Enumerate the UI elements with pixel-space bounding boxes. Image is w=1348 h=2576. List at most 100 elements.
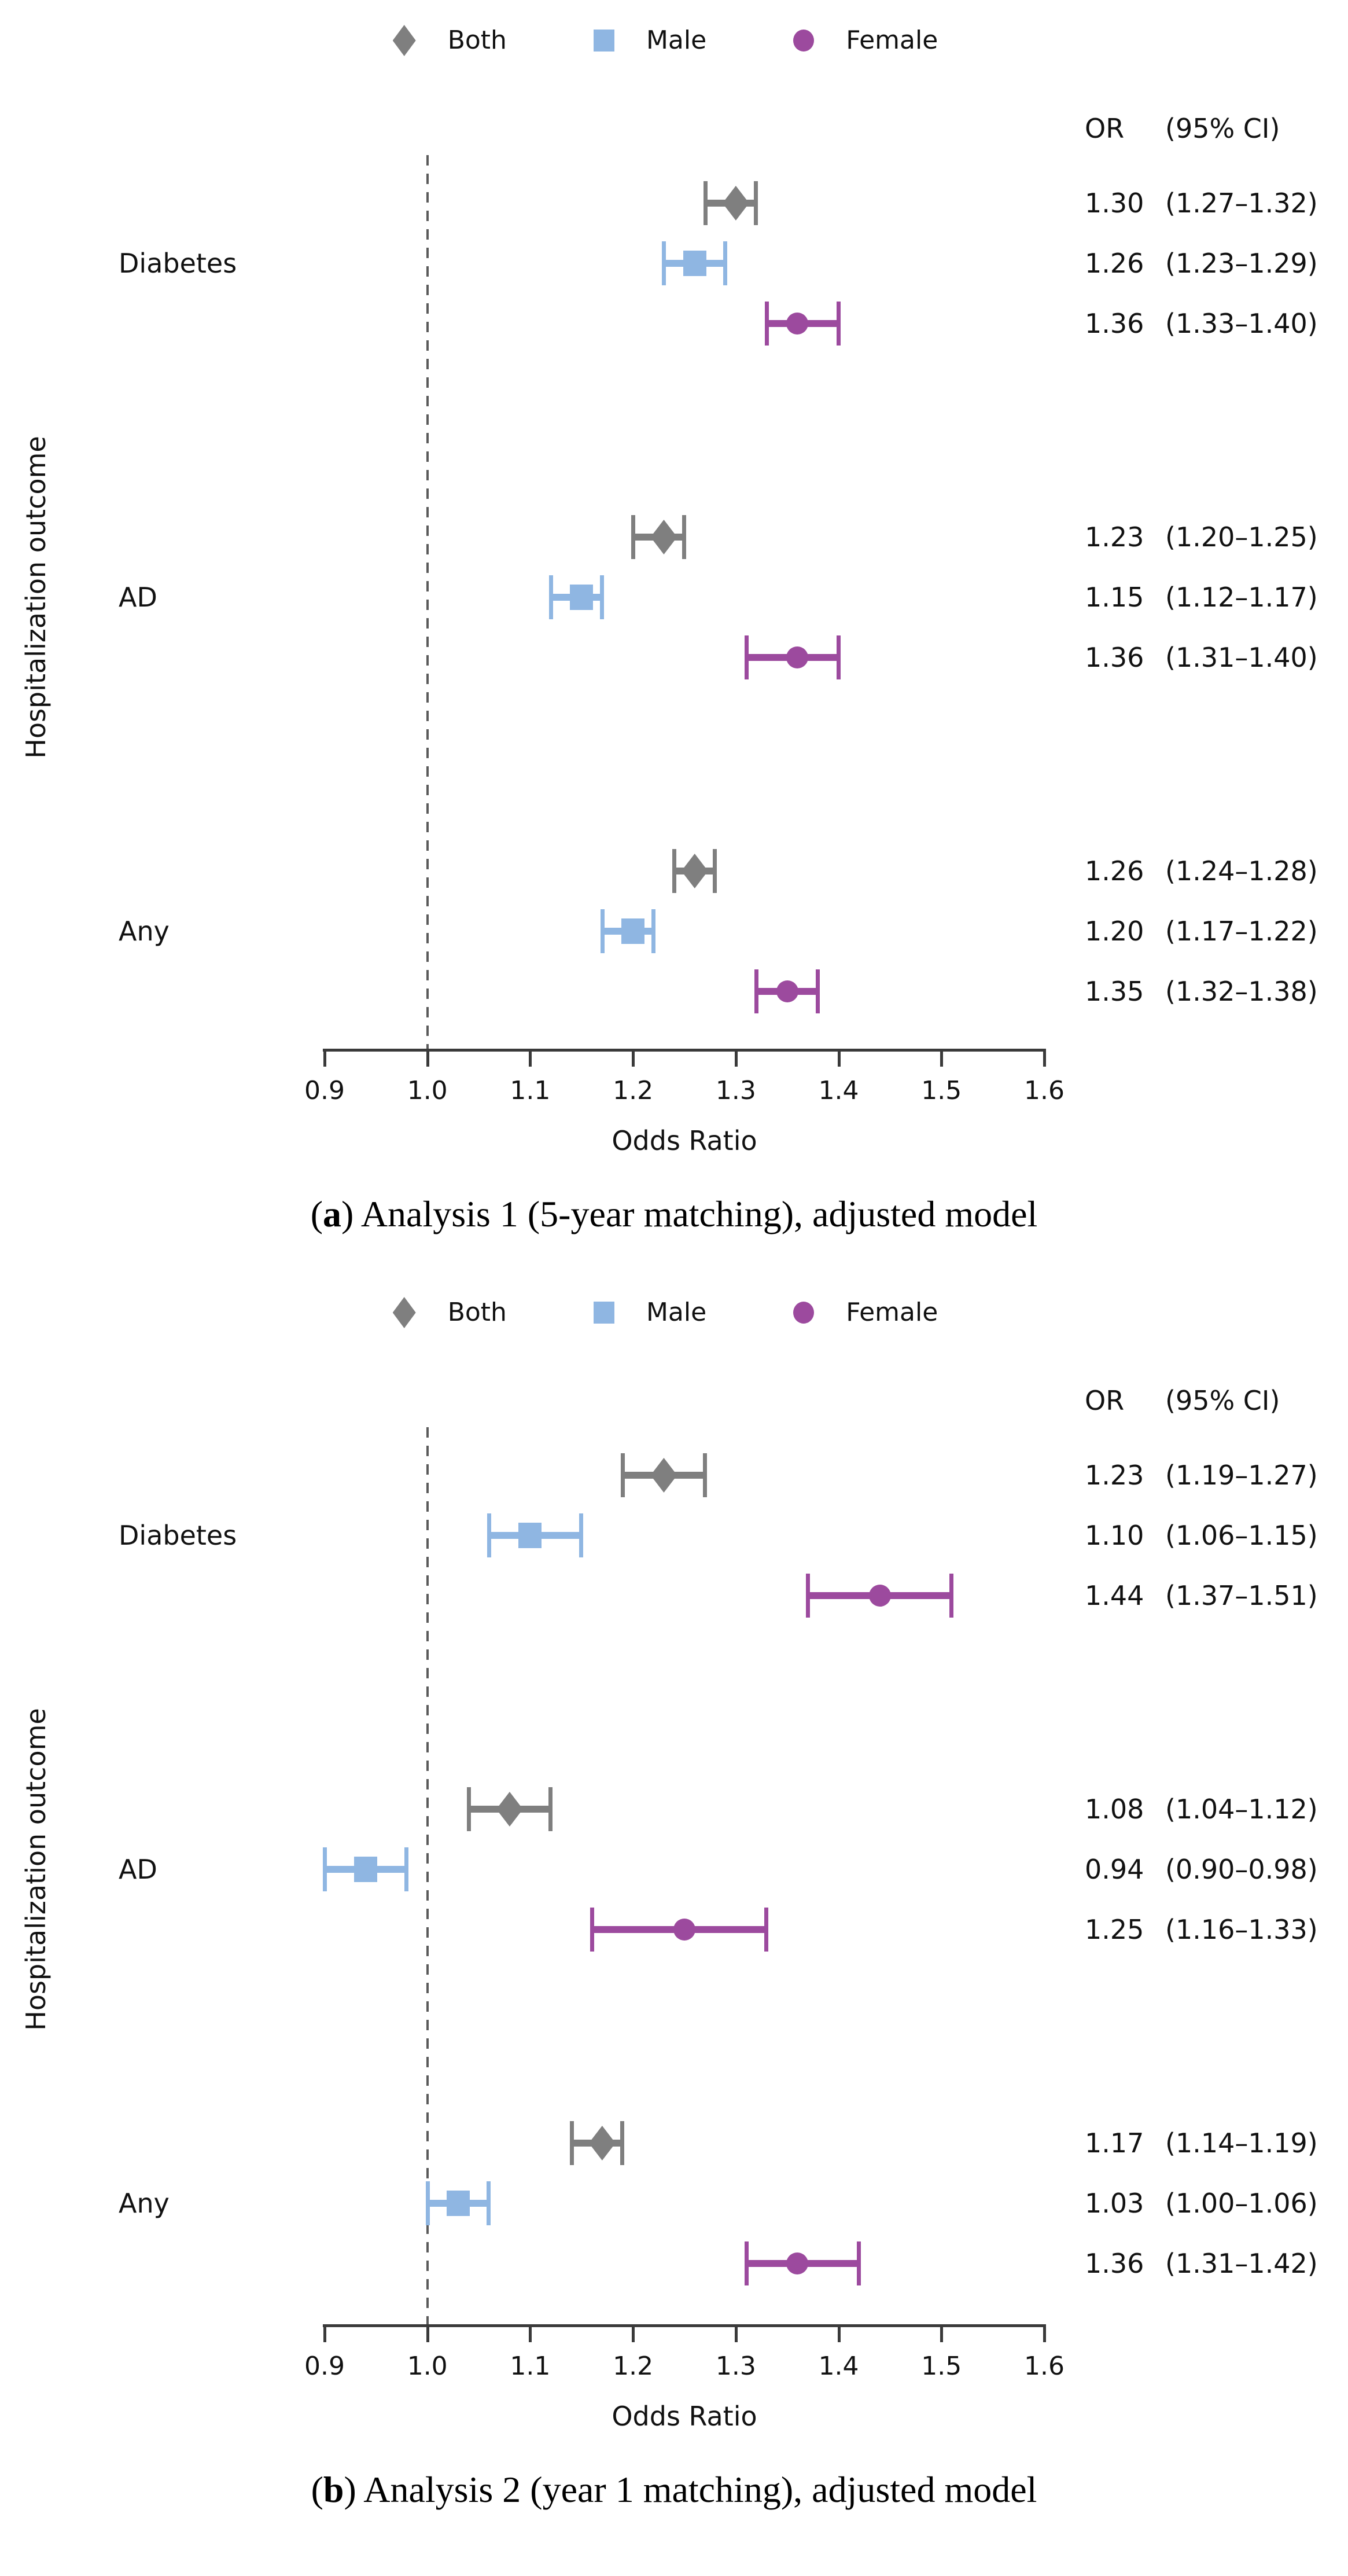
ci-value: (1.17–1.22) (1165, 916, 1318, 947)
category-label: Diabetes (119, 248, 237, 279)
error-bar-cap (836, 302, 841, 346)
axis-tick-label: 1.0 (407, 2351, 448, 2381)
panel-b-caption: (b) Analysis 2 (year 1 matching), adjust… (0, 2467, 1348, 2513)
ci-value: (1.00–1.06) (1165, 2188, 1318, 2219)
or-value: 1.36 (1085, 642, 1144, 673)
marker-both-diamond (650, 520, 677, 554)
error-bar-cap (836, 635, 841, 679)
category-label: AD (119, 582, 157, 613)
column-header-ci: (95% CI) (1165, 113, 1280, 144)
error-bar-cap (569, 2121, 574, 2165)
error-bar-cap (631, 515, 636, 559)
legend-item-female: Female (793, 1295, 938, 1330)
legend-label-male: Male (646, 25, 707, 55)
diamond-swatch-icon (392, 1297, 416, 1328)
error-bar-cap (744, 2241, 749, 2285)
error-bar-cap (682, 515, 686, 559)
marker-male-square (518, 1523, 542, 1548)
error-bar-cap (806, 1574, 811, 1618)
or-value: 1.15 (1085, 582, 1144, 613)
axis-tick-label: 1.2 (613, 2351, 654, 2381)
axis-tick-label: 0.9 (304, 2351, 345, 2381)
marker-male-square (570, 585, 594, 610)
caption-bold-letter: a (323, 1193, 342, 1234)
column-header-or: OR (1085, 1385, 1125, 1416)
ci-value: (1.04–1.12) (1165, 1794, 1318, 1825)
marker-female-circle (776, 980, 798, 1002)
marker-male-square (621, 918, 645, 944)
error-bar-cap (548, 575, 553, 619)
error-bar-cap (590, 1908, 595, 1952)
or-value: 1.23 (1085, 521, 1144, 553)
reference-line (426, 1427, 429, 2327)
circle-swatch-icon (793, 1302, 815, 1324)
axis-tick-label: 1.6 (1024, 1076, 1065, 1105)
circle-swatch-icon (793, 30, 815, 52)
axis-tick-label: 1.5 (921, 2351, 962, 2381)
category-label: AD (119, 1854, 157, 1885)
error-bar-cap (466, 1787, 471, 1831)
or-value: 1.03 (1085, 2188, 1144, 2219)
error-bar-cap (425, 2181, 430, 2225)
or-value: 1.36 (1085, 308, 1144, 339)
or-value: 1.36 (1085, 2248, 1144, 2279)
legend: Both Male Female (231, 23, 1099, 58)
ci-value: (1.33–1.40) (1165, 308, 1318, 339)
column-header-ci: (95% CI) (1165, 1385, 1280, 1416)
marker-both-diamond (722, 186, 749, 221)
error-bar-cap (949, 1574, 954, 1618)
category-label: Any (119, 2188, 170, 2219)
square-swatch-icon (593, 1302, 614, 1324)
error-bar-cap (723, 241, 728, 285)
axis-spine (323, 2324, 1046, 2327)
panel-a-caption: (a) Analysis 1 (5-year matching), adjust… (0, 1191, 1348, 1237)
axis-tick-label: 1.4 (818, 1076, 859, 1105)
diamond-swatch-icon (392, 25, 416, 56)
axis-tick-label: 1.3 (715, 2351, 756, 2381)
caption-text: ( (310, 1193, 323, 1234)
error-bar-cap (599, 575, 604, 619)
marker-male-square (447, 2191, 470, 2216)
category-label: Any (119, 916, 170, 947)
or-value: 0.94 (1085, 1854, 1144, 1885)
ci-value: (1.19–1.27) (1165, 1460, 1318, 1491)
axis-tick-label: 1.2 (613, 1076, 654, 1105)
axis-tick (632, 2327, 635, 2342)
error-bar-cap (764, 1908, 769, 1952)
marker-male-square (683, 251, 706, 276)
axis-tick (529, 1052, 532, 1067)
ci-value: (1.32–1.38) (1165, 976, 1318, 1007)
axis-tick-label: 1.1 (510, 1076, 551, 1105)
ci-value: (1.27–1.32) (1165, 188, 1318, 219)
legend-label-both: Both (447, 25, 507, 55)
ci-value: (1.31–1.42) (1165, 2248, 1318, 2279)
axis-spine (323, 1049, 1046, 1052)
marker-female-circle (786, 646, 809, 668)
column-header-or: OR (1085, 113, 1125, 144)
legend-label-both: Both (447, 1298, 507, 1327)
reference-line (426, 155, 429, 1051)
category-label: Diabetes (119, 1520, 237, 1551)
y-axis-label: Hospitalization outcome (20, 436, 51, 759)
axis-tick (1043, 1052, 1046, 1067)
axis-tick (940, 2327, 944, 2342)
legend-item-male: Male (593, 1295, 706, 1330)
ci-value: (1.31–1.40) (1165, 642, 1318, 673)
legend-item-both: Both (392, 1295, 507, 1330)
error-bar-cap (754, 969, 759, 1013)
ci-value: (1.23–1.29) (1165, 248, 1318, 279)
axis-tick (1043, 2327, 1046, 2342)
error-bar-cap (816, 969, 820, 1013)
legend: Both Male Female (231, 1295, 1099, 1330)
axis-tick (632, 1052, 635, 1067)
axis-tick (734, 1052, 738, 1067)
error-bar-cap (857, 2241, 861, 2285)
error-bar-cap (754, 181, 758, 225)
or-value: 1.25 (1085, 1914, 1144, 1945)
axis-tick-label: 1.5 (921, 1076, 962, 1105)
legend-label-female: Female (846, 1298, 938, 1327)
ci-value: (1.24–1.28) (1165, 855, 1318, 887)
caption-text: ) Analysis 1 (5-year matching), adjusted… (341, 1193, 1038, 1234)
ci-value: (0.90–0.98) (1165, 1854, 1318, 1885)
